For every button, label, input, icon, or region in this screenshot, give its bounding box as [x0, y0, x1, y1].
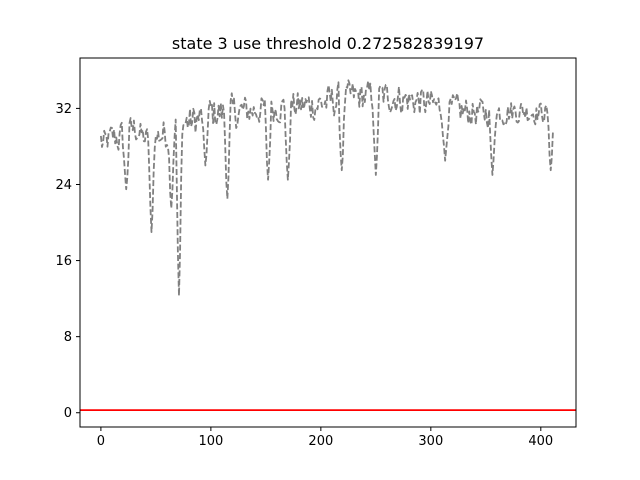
y-tick-label: 24 — [55, 178, 72, 193]
x-tick-label: 300 — [418, 434, 443, 449]
y-tick-label: 16 — [55, 254, 72, 269]
y-tick-label: 8 — [64, 330, 72, 345]
x-tick-label: 100 — [198, 434, 223, 449]
series-line — [100, 79, 554, 297]
plot-area-frame — [79, 57, 577, 428]
y-tick-label: 32 — [55, 102, 72, 117]
y-tick-label: 0 — [64, 406, 72, 421]
chart-title: state 3 use threshold 0.272582839197 — [172, 34, 484, 53]
x-tick-label: 200 — [308, 434, 333, 449]
x-tick-label: 400 — [528, 434, 553, 449]
x-tick-label: 0 — [97, 434, 105, 449]
